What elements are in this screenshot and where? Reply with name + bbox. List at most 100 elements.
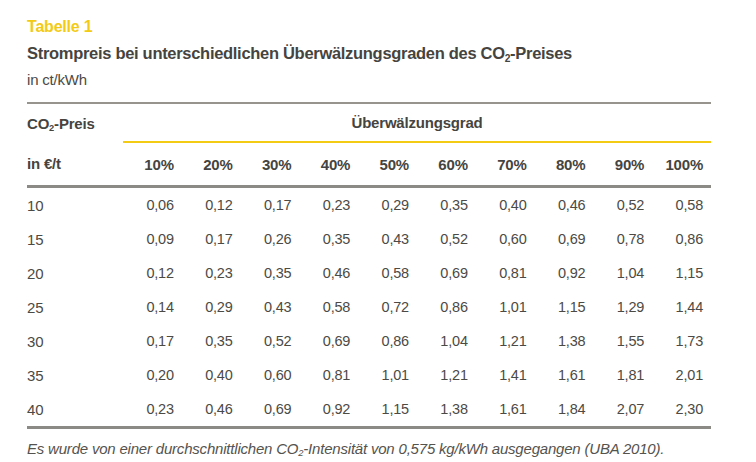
value-cell: 1,01	[358, 358, 417, 392]
value-cell: 0,23	[182, 256, 241, 290]
value-cell: 0,86	[358, 324, 417, 358]
value-cell: 0,14	[123, 290, 182, 324]
value-cell: 0,26	[241, 222, 300, 256]
row-label: 30	[27, 324, 123, 358]
value-cell: 0,78	[593, 222, 652, 256]
value-cell: 2,30	[652, 392, 711, 428]
value-cell: 1,55	[593, 324, 652, 358]
group-header-row: CO2-Preis Überwälzungsgrad	[27, 103, 711, 142]
value-cell: 0,20	[123, 358, 182, 392]
table-row: 150,090,170,260,350,430,520,600,690,780,…	[27, 222, 711, 256]
value-cell: 0,58	[299, 290, 358, 324]
value-cell: 0,46	[182, 392, 241, 428]
value-cell: 0,92	[299, 392, 358, 428]
value-cell: 0,69	[417, 256, 476, 290]
value-cell: 0,23	[299, 187, 358, 223]
value-cell: 2,07	[593, 392, 652, 428]
document-page: Tabelle 1 Strompreis bei unterschiedlich…	[0, 0, 756, 462]
value-cell: 1,38	[535, 324, 594, 358]
value-cell: 1,01	[476, 290, 535, 324]
value-cell: 0,86	[652, 222, 711, 256]
table-row: 200,120,230,350,460,580,690,810,921,041,…	[27, 256, 711, 290]
value-cell: 0,23	[123, 392, 182, 428]
column-header-50pct: 50%	[358, 142, 417, 187]
footnote-text-end: -Intensität von 0,575 kg/kWh ausgegangen…	[303, 440, 664, 457]
value-cell: 1,41	[476, 358, 535, 392]
column-header-60pct: 60%	[417, 142, 476, 187]
value-cell: 0,58	[652, 187, 711, 223]
value-cell: 0,12	[123, 256, 182, 290]
table-row: 100,060,120,170,230,290,350,400,460,520,…	[27, 187, 711, 223]
value-cell: 1,44	[652, 290, 711, 324]
value-cell: 0,43	[241, 290, 300, 324]
value-cell: 0,43	[358, 222, 417, 256]
value-cell: 1,29	[593, 290, 652, 324]
row-label: 15	[27, 222, 123, 256]
value-cell: 1,04	[593, 256, 652, 290]
column-header-80pct: 80%	[535, 142, 594, 187]
table-row: 300,170,350,520,690,861,041,211,381,551,…	[27, 324, 711, 358]
co2-price-table: CO2-Preis Überwälzungsgrad in €/t 10% 20…	[27, 102, 711, 429]
table-kicker: Tabelle 1	[27, 16, 711, 38]
value-cell: 0,29	[182, 290, 241, 324]
value-cell: 0,92	[535, 256, 594, 290]
row-label: 40	[27, 392, 123, 428]
table-row: 400,230,460,690,921,151,381,611,842,072,…	[27, 392, 711, 428]
row-label: 35	[27, 358, 123, 392]
column-header-30pct: 30%	[241, 142, 300, 187]
column-group-header: Überwälzungsgrad	[123, 103, 711, 142]
value-cell: 0,81	[299, 358, 358, 392]
row-label: 20	[27, 256, 123, 290]
value-cell: 0,52	[593, 187, 652, 223]
value-cell: 1,15	[535, 290, 594, 324]
table-row: 250,140,290,430,580,720,861,011,151,291,…	[27, 290, 711, 324]
value-cell: 0,69	[535, 222, 594, 256]
column-header-100pct: 100%	[652, 142, 711, 187]
value-cell: 0,35	[182, 324, 241, 358]
value-cell: 0,60	[476, 222, 535, 256]
value-cell: 0,35	[299, 222, 358, 256]
value-cell: 1,61	[535, 358, 594, 392]
value-cell: 1,73	[652, 324, 711, 358]
column-header-20pct: 20%	[182, 142, 241, 187]
value-cell: 1,15	[358, 392, 417, 428]
footnote-text: Es wurde von einer durchschnittlichen CO	[27, 440, 298, 457]
table-title: Strompreis bei unterschiedlichen Überwäl…	[27, 42, 711, 65]
value-cell: 0,52	[241, 324, 300, 358]
value-cell: 0,69	[241, 392, 300, 428]
row-header-unit: in €/t	[27, 142, 123, 187]
value-cell: 0,35	[417, 187, 476, 223]
column-header-10pct: 10%	[123, 142, 182, 187]
value-cell: 0,29	[358, 187, 417, 223]
value-cell: 0,58	[358, 256, 417, 290]
value-cell: 0,40	[182, 358, 241, 392]
value-cell: 0,46	[535, 187, 594, 223]
percent-header-row: in €/t 10% 20% 30% 40% 50% 60% 70% 80% 9…	[27, 142, 711, 187]
value-cell: 1,15	[652, 256, 711, 290]
value-cell: 0,09	[123, 222, 182, 256]
value-cell: 0,40	[476, 187, 535, 223]
unit-label: in ct/kWh	[27, 70, 711, 90]
value-cell: 0,86	[417, 290, 476, 324]
row-header-text-end: -Preis	[54, 115, 95, 132]
footnote: Es wurde von einer durchschnittlichen CO…	[27, 439, 711, 458]
table-head: CO2-Preis Überwälzungsgrad in €/t 10% 20…	[27, 103, 711, 187]
value-cell: 0,52	[417, 222, 476, 256]
value-cell: 1,81	[593, 358, 652, 392]
row-header-co2-price: CO2-Preis	[27, 103, 123, 142]
column-header-90pct: 90%	[593, 142, 652, 187]
value-cell: 1,21	[417, 358, 476, 392]
value-cell: 1,21	[476, 324, 535, 358]
value-cell: 0,17	[123, 324, 182, 358]
value-cell: 1,04	[417, 324, 476, 358]
row-label: 10	[27, 187, 123, 223]
title-text-end: -Preises	[510, 44, 572, 62]
title-text: Strompreis bei unterschiedlichen Überwäl…	[27, 44, 505, 62]
value-cell: 0,17	[241, 187, 300, 223]
value-cell: 0,69	[299, 324, 358, 358]
value-cell: 0,46	[299, 256, 358, 290]
value-cell: 0,72	[358, 290, 417, 324]
table-body: 100,060,120,170,230,290,350,400,460,520,…	[27, 187, 711, 428]
value-cell: 0,81	[476, 256, 535, 290]
value-cell: 2,01	[652, 358, 711, 392]
